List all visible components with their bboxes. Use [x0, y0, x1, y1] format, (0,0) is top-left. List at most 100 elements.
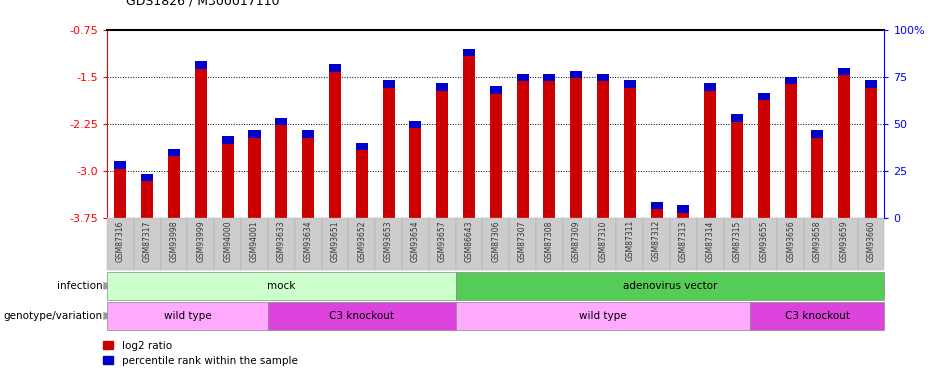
- Bar: [329, 64, 341, 218]
- FancyBboxPatch shape: [187, 217, 214, 270]
- Bar: [115, 161, 127, 169]
- Text: GSM87313: GSM87313: [679, 220, 688, 261]
- Bar: [463, 49, 475, 217]
- Text: GSM93658: GSM93658: [813, 220, 822, 262]
- Bar: [249, 130, 261, 218]
- Bar: [758, 93, 770, 218]
- Bar: [169, 149, 180, 217]
- Text: GSM94000: GSM94000: [223, 220, 232, 262]
- Bar: [436, 83, 448, 91]
- Text: GSM93657: GSM93657: [438, 220, 447, 262]
- Text: GSM87307: GSM87307: [518, 220, 527, 262]
- Bar: [195, 61, 207, 217]
- Text: GSM87311: GSM87311: [626, 220, 634, 261]
- Polygon shape: [103, 312, 120, 320]
- Text: mock: mock: [267, 281, 295, 291]
- Bar: [812, 130, 823, 218]
- Text: GSM93633: GSM93633: [277, 220, 286, 262]
- FancyBboxPatch shape: [562, 217, 589, 270]
- Text: GSM86643: GSM86643: [465, 220, 474, 262]
- Bar: [383, 80, 395, 87]
- Bar: [838, 68, 850, 218]
- FancyBboxPatch shape: [402, 217, 429, 270]
- Bar: [544, 74, 556, 81]
- Bar: [115, 161, 127, 218]
- Text: adenovirus vector: adenovirus vector: [623, 281, 717, 291]
- FancyBboxPatch shape: [455, 217, 482, 270]
- FancyBboxPatch shape: [295, 217, 321, 270]
- Bar: [651, 202, 663, 217]
- Bar: [249, 130, 261, 138]
- Text: GSM93651: GSM93651: [331, 220, 340, 262]
- Text: genotype/variation: genotype/variation: [4, 311, 102, 321]
- Text: GSM94001: GSM94001: [250, 220, 259, 262]
- Text: GSM93653: GSM93653: [384, 220, 393, 262]
- Bar: [222, 136, 234, 144]
- FancyBboxPatch shape: [830, 217, 857, 270]
- FancyBboxPatch shape: [643, 217, 670, 270]
- Bar: [678, 205, 690, 213]
- Bar: [597, 74, 609, 81]
- Text: GSM93652: GSM93652: [358, 220, 366, 262]
- Bar: [356, 142, 368, 150]
- Bar: [436, 83, 448, 218]
- FancyBboxPatch shape: [241, 217, 268, 270]
- Bar: [651, 202, 663, 209]
- Text: GDS1826 / M300017110: GDS1826 / M300017110: [126, 0, 279, 8]
- Bar: [356, 142, 368, 218]
- Bar: [785, 77, 797, 218]
- Bar: [142, 174, 154, 217]
- FancyBboxPatch shape: [589, 217, 616, 270]
- Bar: [383, 80, 395, 218]
- Text: GSM93660: GSM93660: [867, 220, 875, 262]
- Bar: [570, 70, 582, 78]
- Bar: [329, 64, 341, 72]
- Bar: [302, 130, 314, 218]
- Polygon shape: [103, 282, 120, 290]
- Bar: [624, 80, 636, 87]
- FancyBboxPatch shape: [670, 217, 696, 270]
- Bar: [731, 114, 743, 122]
- Text: GSM87317: GSM87317: [142, 220, 152, 261]
- Bar: [169, 149, 180, 156]
- Bar: [678, 205, 690, 218]
- FancyBboxPatch shape: [161, 217, 187, 270]
- FancyBboxPatch shape: [134, 217, 161, 270]
- Bar: [490, 86, 502, 218]
- FancyBboxPatch shape: [107, 217, 134, 270]
- Bar: [731, 114, 743, 218]
- FancyBboxPatch shape: [482, 217, 509, 270]
- Text: C3 knockout: C3 knockout: [330, 311, 394, 321]
- Text: GSM93654: GSM93654: [411, 220, 420, 262]
- Text: GSM87310: GSM87310: [599, 220, 608, 261]
- FancyBboxPatch shape: [536, 217, 562, 270]
- FancyBboxPatch shape: [348, 217, 375, 270]
- Bar: [222, 136, 234, 218]
- Bar: [276, 117, 288, 125]
- Bar: [517, 74, 529, 217]
- FancyBboxPatch shape: [723, 217, 750, 270]
- Bar: [758, 93, 770, 100]
- Legend: log2 ratio, percentile rank within the sample: log2 ratio, percentile rank within the s…: [103, 341, 298, 366]
- Bar: [517, 74, 529, 81]
- Text: wild type: wild type: [164, 311, 211, 321]
- Text: GSM87314: GSM87314: [706, 220, 715, 261]
- Bar: [812, 130, 823, 138]
- Text: GSM93655: GSM93655: [760, 220, 768, 262]
- Bar: [544, 74, 556, 217]
- FancyBboxPatch shape: [777, 217, 804, 270]
- Text: GSM87316: GSM87316: [116, 220, 125, 261]
- Bar: [624, 80, 636, 218]
- FancyBboxPatch shape: [375, 217, 402, 270]
- FancyBboxPatch shape: [616, 217, 643, 270]
- FancyBboxPatch shape: [321, 217, 348, 270]
- Bar: [838, 68, 850, 75]
- Bar: [142, 174, 154, 181]
- Text: wild type: wild type: [579, 311, 627, 321]
- Text: GSM93998: GSM93998: [169, 220, 179, 262]
- FancyBboxPatch shape: [857, 217, 884, 270]
- FancyBboxPatch shape: [696, 217, 723, 270]
- Bar: [463, 49, 475, 56]
- Bar: [410, 121, 422, 128]
- Text: GSM87309: GSM87309: [572, 220, 581, 262]
